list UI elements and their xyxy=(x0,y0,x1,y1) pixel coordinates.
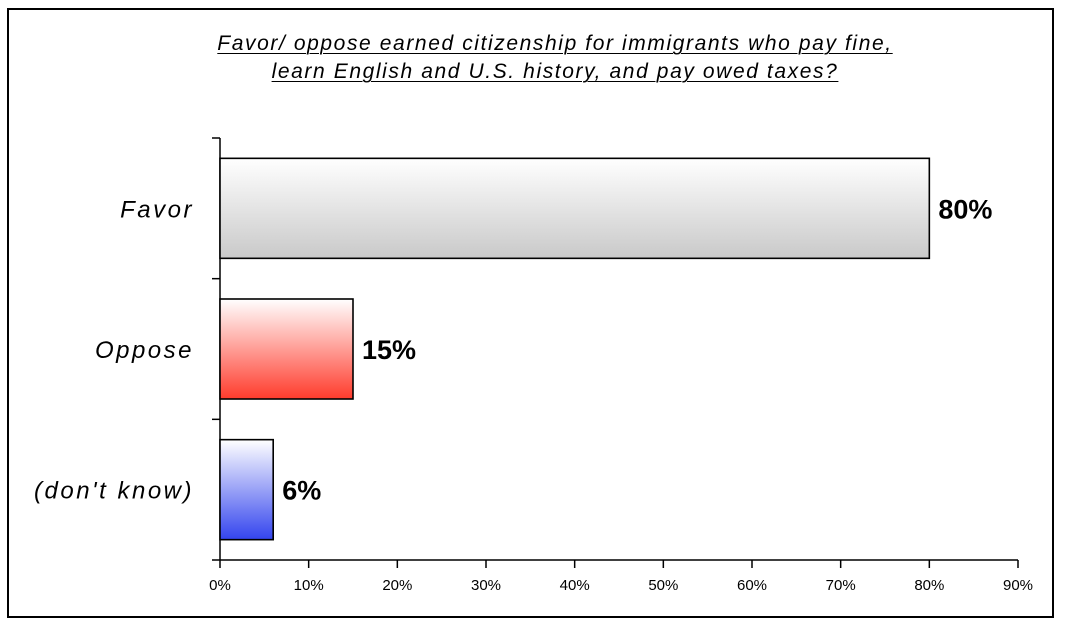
chart-title-line-1: Favor/ oppose earned citizenship for imm… xyxy=(217,32,893,55)
data-label-oppose: 15% xyxy=(362,335,416,365)
x-tick-label: 90% xyxy=(1003,577,1033,594)
x-tick-label: 30% xyxy=(471,577,501,594)
x-tick-label: 40% xyxy=(560,577,590,594)
category-label-dont-know: (don't know) xyxy=(34,478,194,505)
x-tick-label: 10% xyxy=(294,577,324,594)
category-label-favor: Favor xyxy=(120,196,194,223)
chart-frame xyxy=(7,8,1054,618)
bar-oppose xyxy=(219,298,354,400)
bar-chart: 0% 10% 20% 30% 40% 50% 60% 70% 80% 90% Favor 80% Opp… xyxy=(34,137,1033,594)
chart-title: Favor/ oppose earned citizenship for imm… xyxy=(0,30,1065,86)
x-tick-label: 20% xyxy=(382,577,412,594)
data-label-dont-know: 6% xyxy=(282,476,321,506)
x-tick-label: 70% xyxy=(826,577,856,594)
chart-title-line-2: learn English and U.S. history, and pay … xyxy=(271,60,839,83)
bar-dont-know xyxy=(219,438,275,541)
x-tick-label: 80% xyxy=(914,577,944,594)
data-label-favor: 80% xyxy=(938,194,992,224)
bar-favor xyxy=(219,157,931,260)
x-tick-label: 0% xyxy=(209,577,231,594)
x-tick-label: 50% xyxy=(648,577,678,594)
category-label-oppose: Oppose xyxy=(95,337,194,364)
x-tick-label: 60% xyxy=(737,577,767,594)
